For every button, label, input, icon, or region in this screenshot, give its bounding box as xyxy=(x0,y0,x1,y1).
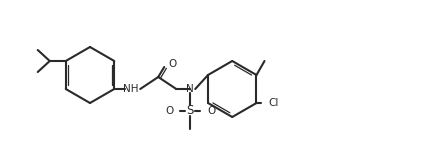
Text: NH: NH xyxy=(123,84,139,94)
Text: O: O xyxy=(207,106,216,116)
Text: O: O xyxy=(165,106,173,116)
Text: N: N xyxy=(186,84,194,94)
Text: S: S xyxy=(187,105,194,117)
Text: Cl: Cl xyxy=(268,98,279,108)
Text: O: O xyxy=(168,59,177,69)
